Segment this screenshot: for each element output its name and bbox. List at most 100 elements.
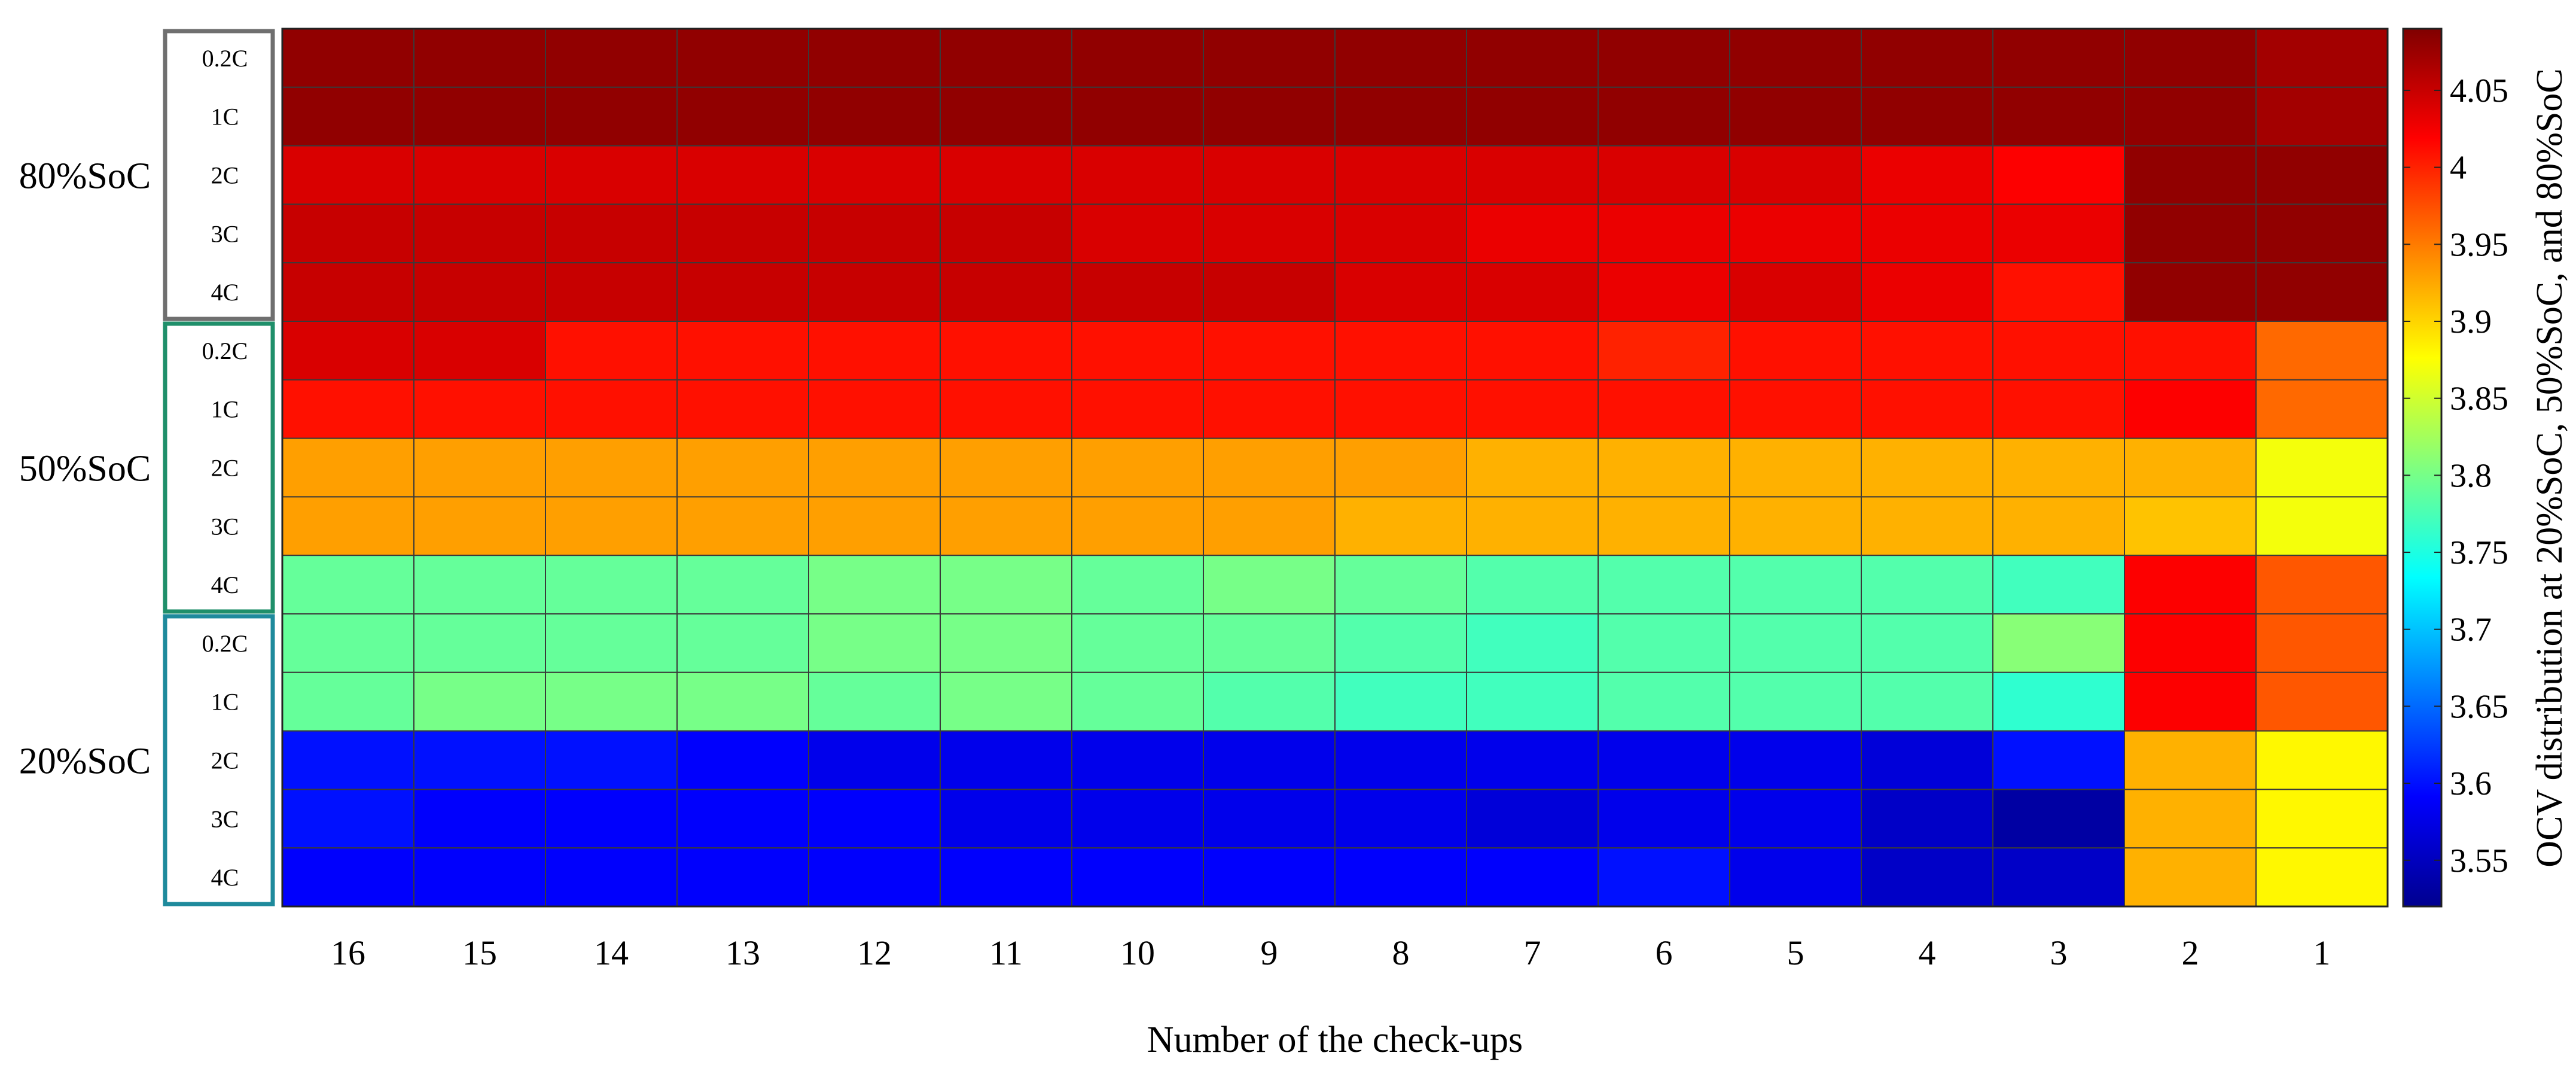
colorbar-tick-label: 3.9 [2450,303,2492,340]
group-labels: 80%SoC 50%SoC 20%SoC [19,156,151,782]
heatmap-cell [545,789,678,849]
plot-frame [281,28,2389,908]
x-tick-label: 6 [1656,933,1673,972]
heatmap-cell [1334,671,1467,732]
heatmap-cell [940,789,1072,849]
colorbar-tick-label: 3.6 [2450,765,2492,802]
heatmap-cell [2255,203,2388,264]
heatmap-cell [1203,28,1336,88]
heatmap-cell [1992,847,2125,907]
row-labels: 0.2C 1C 2C 3C 4C 0.2C 1C 2C 3C 4C 0.2C 1C 2C 3C 4C [202,45,248,891]
heatmap-cell [1203,86,1336,147]
group-box [163,614,275,906]
colorbar-tick-label: 3.95 [2450,226,2508,263]
heatmap-cell [2124,262,2257,322]
heatmap-cell [940,203,1072,264]
heatmap-cell [1071,28,1204,88]
heatmap-cell [1203,379,1336,439]
heatmap-cell [1861,145,1993,205]
heatmap-cell [1466,555,1599,615]
heatmap-cell [1598,203,1730,264]
heatmap-cell [808,730,941,790]
heatmap-cell [1729,379,1862,439]
heatmap-cell [676,437,809,498]
heatmap-cell [282,613,414,673]
heatmap-cell [1729,145,1862,205]
heatmap-cell [545,730,678,790]
heatmap-cell [1729,321,1862,381]
x-tick-label: 13 [725,933,760,972]
heatmap-cell [2124,28,2257,88]
heatmap-cell [1071,789,1204,849]
heatmap-cell [2255,262,2388,322]
heatmap-cell [1203,496,1336,556]
heatmap-cell [1861,613,1993,673]
heatmap-cell [413,321,546,381]
heatmap-cell [2124,86,2257,147]
x-tick-label: 4 [1919,933,1936,972]
heatmap-cell [1071,847,1204,907]
heatmap-cell [940,437,1072,498]
heatmap-cell [1466,28,1599,88]
heatmap-cell [1729,555,1862,615]
heatmap-cell [2255,789,2388,849]
heatmap-cell [2124,671,2257,732]
heatmap-cell [1071,145,1204,205]
heatmap-cell [1729,262,1862,322]
x-tick-label: 8 [1392,933,1410,972]
heatmap-cell [1203,203,1336,264]
x-tick-label: 16 [331,933,365,972]
row-label: 0.2C [202,45,248,72]
heatmap-cell [676,789,809,849]
heatmap-cell [545,671,678,732]
heatmap-cell [1071,379,1204,439]
heatmap-cell [413,847,546,907]
heatmap-cell [940,262,1072,322]
heatmap-cell [940,321,1072,381]
heatmap-cell [282,145,414,205]
x-tick-label: 11 [989,933,1023,972]
heatmap-cell [1466,437,1599,498]
heatmap-cell [1071,671,1204,732]
heatmap-cell [676,496,809,556]
heatmap-cell [282,321,414,381]
row-label: 0.2C [202,337,248,364]
heatmap-cell [2124,613,2257,673]
heatmap-cell [1992,613,2125,673]
heatmap-cell [413,613,546,673]
heatmap-cell [1203,262,1336,322]
heatmap-cell [1729,203,1862,264]
heatmap-cell [1071,496,1204,556]
heatmap-cell [808,613,941,673]
heatmap-cell [2255,437,2388,498]
heatmap-cell [1598,555,1730,615]
x-tick-label: 2 [2182,933,2199,972]
heatmap-cell [1466,379,1599,439]
heatmap-cell [1334,555,1467,615]
heatmap-cell [545,28,678,88]
heatmap-cells [282,28,2388,907]
group-label: 20%SoC [19,741,151,782]
row-label: 3C [211,805,239,832]
heatmap-cell [1466,145,1599,205]
heatmap-cell [413,86,546,147]
heatmap-cell [545,262,678,322]
heatmap-cell [1071,730,1204,790]
group-label: 50%SoC [19,449,151,489]
row-label: 4C [211,279,239,306]
heatmap-cell [2124,203,2257,264]
heatmap-cell [940,671,1072,732]
heatmap-cell [1992,437,2125,498]
heatmap-cell [1861,789,1993,849]
row-label: 1C [211,104,239,130]
row-label: 3C [211,513,239,540]
heatmap-cell [1071,203,1204,264]
colorbar-tick-label: 3.55 [2450,842,2508,880]
colorbar-tick-label: 4 [2450,150,2467,187]
heatmap-cell [1466,86,1599,147]
heatmap-cell [1203,730,1336,790]
heatmap-cell [1861,262,1993,322]
heatmap-cell [940,613,1072,673]
heatmap-cell [413,379,546,439]
